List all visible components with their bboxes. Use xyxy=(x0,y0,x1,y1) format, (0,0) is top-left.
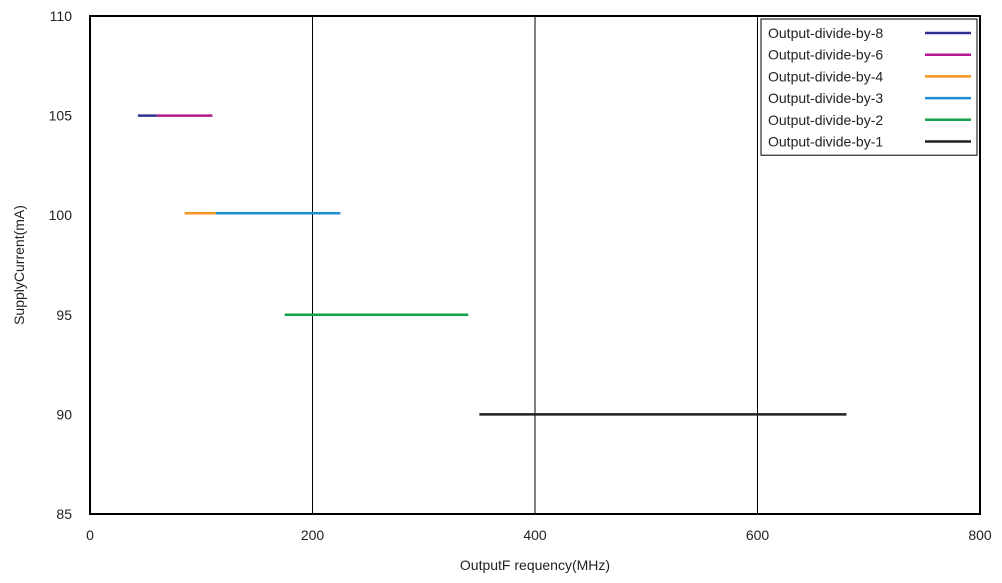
y-tick-label: 95 xyxy=(56,307,72,323)
y-axis-title: SupplyCurrent(mA) xyxy=(11,205,27,325)
plot-frame xyxy=(89,15,981,515)
x-tick-label: 800 xyxy=(968,527,992,543)
legend-label-output-divide-by-4: Output-divide-by-4 xyxy=(768,68,883,84)
x-tick-label: 600 xyxy=(746,527,770,543)
tick-layer: 0 200 400 600 800 85 90 95 100 105 110 xyxy=(49,8,992,543)
legend-box xyxy=(760,18,978,156)
x-tick-label: 200 xyxy=(301,527,325,543)
legend: Output-divide-by-8 Output-divide-by-6 Outp… xyxy=(760,18,978,156)
legend-label-output-divide-by-8: Output-divide-by-8 xyxy=(768,25,883,41)
series-layer xyxy=(137,114,847,416)
x-tick-label: 0 xyxy=(86,527,94,543)
legend-label-output-divide-by-6: Output-divide-by-6 xyxy=(768,47,883,63)
x-tick-label: 400 xyxy=(523,527,547,543)
legend-label-output-divide-by-2: Output-divide-by-2 xyxy=(768,112,883,128)
y-tick-label: 110 xyxy=(50,8,73,24)
y-tick-label: 90 xyxy=(56,406,72,422)
grid-layer xyxy=(312,16,758,514)
y-tick-label: 105 xyxy=(49,108,73,124)
y-tick-label: 100 xyxy=(49,207,73,223)
y-tick-label: 85 xyxy=(56,506,72,522)
legend-label-output-divide-by-1: Output-divide-by-1 xyxy=(768,134,883,150)
legend-label-output-divide-by-3: Output-divide-by-3 xyxy=(768,90,883,106)
x-axis-title: OutputF requency(MHz) xyxy=(460,557,610,573)
